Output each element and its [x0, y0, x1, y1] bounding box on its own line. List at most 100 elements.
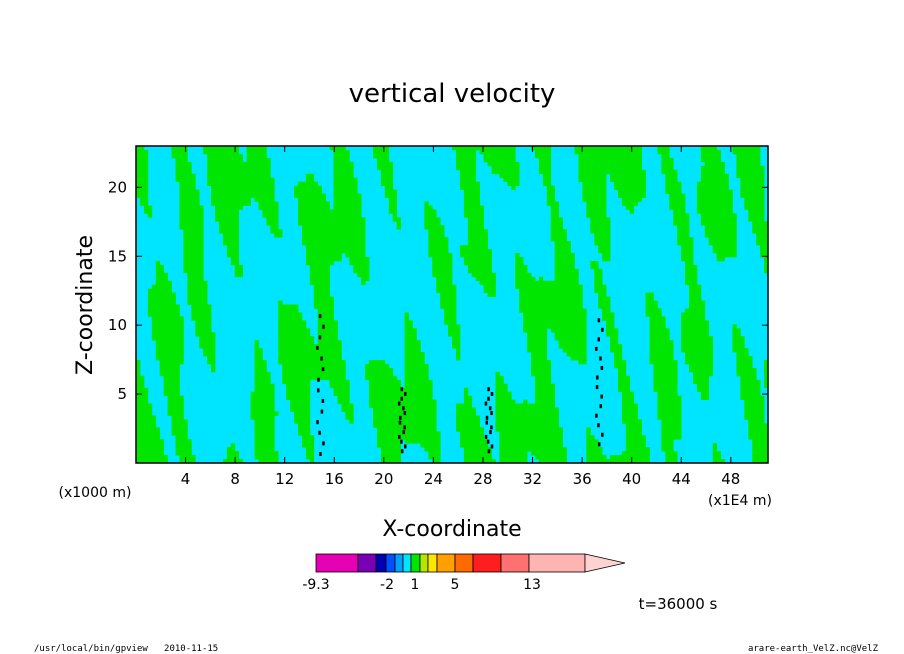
field-cell — [602, 189, 607, 194]
field-cell — [511, 447, 516, 452]
field-cell — [685, 260, 690, 266]
field-cell — [143, 165, 149, 171]
field-cell — [558, 320, 563, 325]
field-cell — [475, 233, 481, 238]
field-cell — [629, 407, 635, 412]
field-cell — [428, 407, 433, 412]
field-cell — [621, 165, 627, 171]
field-cell — [748, 375, 753, 381]
field-cell — [598, 189, 603, 194]
field-cell — [424, 447, 429, 452]
field-cell — [554, 272, 560, 278]
field-cell — [301, 427, 307, 432]
field-cell — [313, 197, 319, 202]
field-cell — [523, 415, 528, 420]
field-cell — [215, 161, 220, 167]
field-cell — [365, 272, 370, 278]
field-cell — [226, 185, 232, 190]
field-cell — [234, 213, 240, 218]
field-cell — [617, 375, 623, 381]
field-cell — [546, 363, 552, 369]
field-cell — [309, 221, 315, 226]
field-cell — [361, 268, 366, 274]
field-cell — [262, 419, 267, 424]
field-cell — [274, 459, 279, 464]
field-cell — [546, 427, 552, 432]
field-cell — [432, 256, 437, 262]
field-cell — [669, 205, 674, 210]
field-cell — [349, 221, 354, 226]
field-cell — [297, 359, 303, 365]
field-cell — [234, 229, 240, 234]
field-cell — [218, 213, 224, 218]
field-cell — [313, 264, 319, 270]
field-cell — [341, 395, 346, 400]
field-cell — [195, 241, 200, 246]
field-cell — [171, 324, 176, 329]
field-cell — [669, 455, 674, 460]
field-cell — [254, 427, 259, 432]
field-cell — [499, 435, 504, 440]
field-cell — [534, 383, 540, 389]
field-cell — [376, 371, 382, 377]
field-cell — [404, 348, 409, 353]
field-cell — [258, 375, 263, 381]
field-cell — [527, 344, 532, 349]
field-cell — [566, 320, 571, 325]
field-cell — [740, 185, 745, 190]
field-cell — [665, 165, 670, 171]
field-cell — [270, 403, 275, 408]
field-cell — [294, 304, 299, 309]
field-cell — [254, 185, 259, 190]
field-cell — [396, 387, 402, 393]
field-cell — [744, 157, 749, 163]
field-cell — [357, 264, 362, 270]
field-cell — [313, 221, 319, 226]
field-cell — [282, 328, 287, 333]
field-cell — [321, 233, 326, 238]
field-cell — [274, 213, 279, 218]
field-cell — [337, 169, 342, 175]
field-cell — [179, 344, 184, 349]
field-cell — [151, 324, 157, 329]
field-cell — [483, 288, 488, 294]
field-cell — [455, 348, 461, 353]
field-cell — [392, 399, 398, 404]
field-cell — [143, 439, 149, 444]
field-cell — [649, 356, 654, 361]
field-cell — [752, 197, 757, 202]
field-cell — [313, 300, 319, 305]
field-cell — [479, 241, 484, 246]
field-cell — [262, 359, 267, 365]
field-cell — [250, 157, 255, 163]
field-cell — [562, 344, 567, 349]
field-cell — [380, 415, 386, 420]
field-cell — [337, 356, 342, 361]
field-cell — [582, 165, 587, 171]
field-cell — [546, 201, 552, 206]
field-cell — [151, 451, 157, 456]
field-cell — [412, 332, 417, 337]
field-cell — [487, 455, 492, 460]
field-cell — [621, 459, 627, 464]
field-cell — [459, 165, 465, 171]
field-cell — [475, 264, 481, 270]
field-cell — [550, 229, 556, 234]
field-cell — [661, 153, 666, 159]
field-cell — [665, 328, 670, 333]
field-cell — [353, 229, 358, 234]
field-cell — [341, 177, 346, 183]
field-cell — [649, 344, 654, 349]
field-cell — [349, 181, 354, 187]
field-cell — [467, 205, 473, 210]
field-cell — [361, 260, 366, 266]
field-cell — [594, 161, 599, 167]
field-cell — [598, 213, 603, 218]
field-cell — [175, 161, 180, 167]
field-cell — [483, 153, 488, 159]
field-cell — [290, 395, 295, 400]
field-cell — [222, 201, 228, 206]
field-cell — [380, 451, 386, 456]
field-cell — [602, 205, 607, 210]
field-cell — [459, 157, 465, 163]
